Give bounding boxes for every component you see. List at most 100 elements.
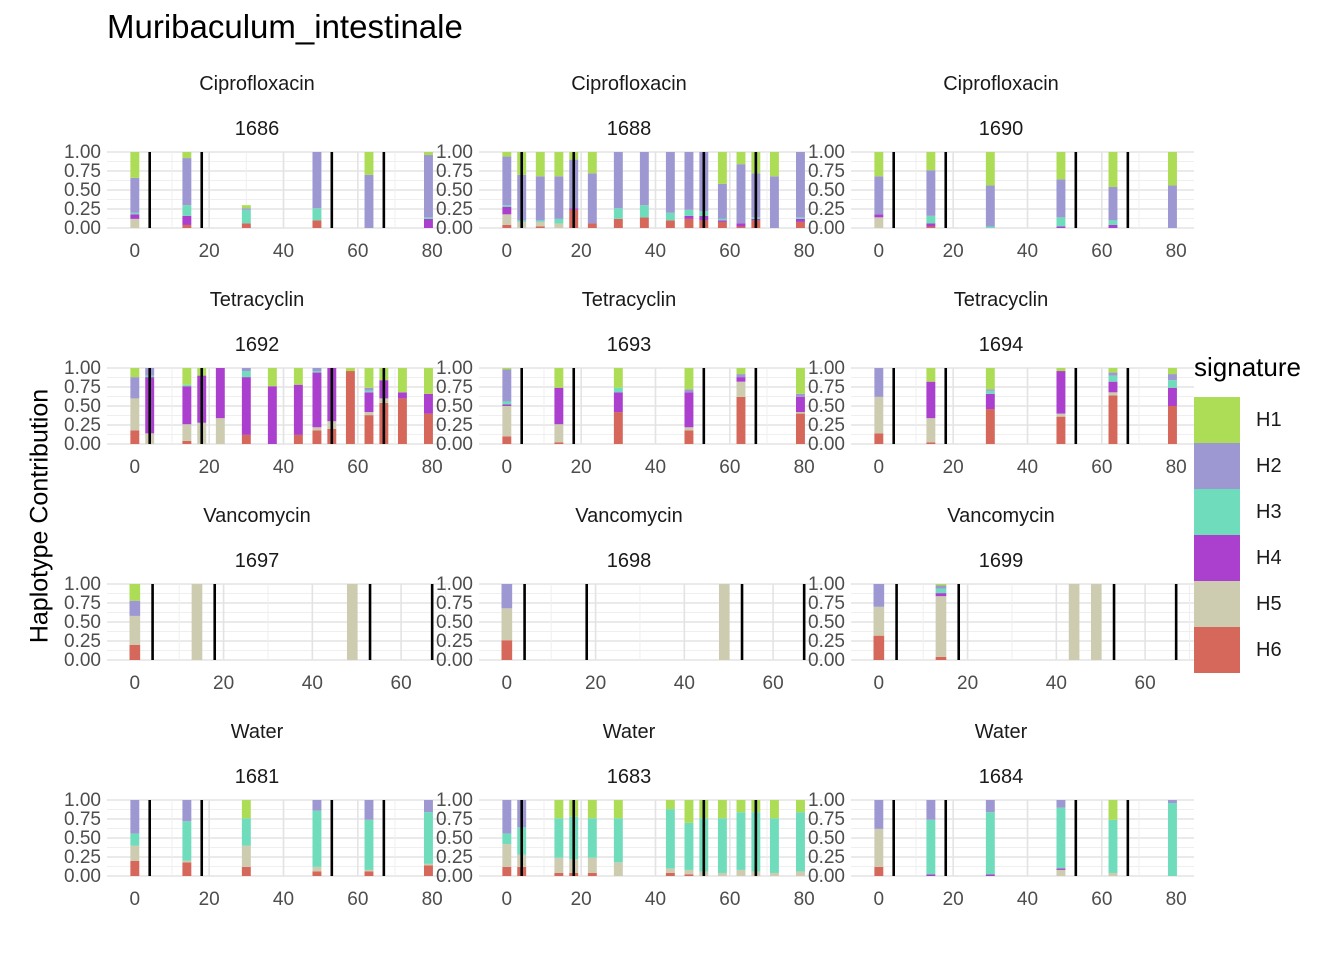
bar-segment-h4 [267,386,277,444]
bar-segment-h3 [926,819,936,875]
bar-segment-h4 [795,218,805,222]
bar-segment-h3 [535,220,545,222]
bar-segment-h6 [736,226,746,228]
y-tick-label: 1.00 [64,358,101,379]
bar-segment-h2 [613,152,623,209]
bar-segment-h1 [717,152,727,184]
bar-segment-h2 [717,183,727,219]
bar-segment-h2 [241,208,251,210]
bar-segment-h4 [926,223,936,227]
bar-segment-h4 [397,392,407,399]
bar-segment-h5 [935,596,947,657]
bar-segment-h1 [502,368,512,370]
bar-segment-h1 [182,152,192,159]
x-tick-label: 0 [130,889,141,910]
bar-segment-h3 [665,212,675,221]
bar-segment-h1 [769,800,779,819]
x-tick-label: 80 [794,889,815,910]
panel-plot: 0.000.250.500.751.00 0 20 40 60 80 [64,142,450,262]
bar-segment-h3 [795,812,805,872]
legend-items: H1 H2 H3 H4 H5 H6 [1194,397,1301,673]
panel-plot: 0.000.250.500.751.00 0 20 40 60 [436,574,822,694]
bar-segment-h6 [795,413,805,444]
bar-segment-h2 [736,374,746,378]
bar-segment-h6 [1056,416,1066,444]
bar-segment-h2 [769,176,779,228]
bar-segment-h5 [874,828,884,867]
panel-group-label: Vancomycin [203,505,311,527]
legend-key [1194,535,1240,581]
legend-key [1194,627,1240,673]
x-tick-label: 80 [422,241,443,262]
y-tick-label: 0.75 [64,593,101,614]
bar-segment-h1 [397,368,407,393]
y-tick-label: 0.25 [808,415,845,436]
legend-label: H5 [1256,592,1282,615]
bar-segment-h1 [1167,152,1177,186]
bar-segment-h5 [665,868,675,873]
panel-id-label: 1698 [606,550,652,572]
bar-segment-h1 [364,368,374,388]
bar-segment-h2 [1167,185,1177,228]
bar-segment-h6 [873,635,885,660]
bar-segment-h3 [736,812,746,870]
panel-plot: 0.000.250.500.751.00 0 20 40 60 80 [436,358,822,478]
bar-segment-h1 [769,152,779,177]
x-tick-label: 0 [502,889,513,910]
bar-segment-h6 [554,872,564,876]
bar-segment-h6 [129,644,141,660]
panel-group-label: Ciprofloxacin [943,73,1059,95]
bar-segment-h5 [364,869,374,872]
bar-segment-h5 [717,872,727,876]
bar-segment-h6 [554,442,564,444]
bar-segment-h5 [182,860,192,863]
panel-group-label: Tetracyclin [581,289,677,311]
bar-segment-h1 [985,368,995,390]
bar-segment-h3 [613,208,623,219]
bar-segment-h3 [1056,217,1066,227]
y-tick-label: 0.50 [436,396,473,417]
bar-segment-h1 [795,368,805,394]
bar-segment-h3 [364,819,374,870]
bar-segment-h5 [554,223,564,228]
x-tick-label: 80 [1166,241,1187,262]
bar-segment-h6 [926,442,936,444]
bar-segment-h6 [1167,406,1177,444]
bar-segment-h1 [364,152,374,175]
x-tick-label: 20 [571,241,592,262]
y-tick-label: 0.50 [64,180,101,201]
bar-segment-h5 [535,221,545,227]
bar-segment-h4 [502,206,512,215]
bar-segment-h3 [502,833,512,845]
y-tick-label: 0.75 [808,593,845,614]
y-tick-label: 0.00 [64,218,101,239]
bar-segment-h5 [501,608,513,641]
x-tick-label: 0 [502,457,513,478]
bar-segment-h5 [795,871,805,876]
bar-segment-h6 [795,221,805,228]
bar-segment-h1 [587,152,597,174]
bar-segment-h2 [129,600,141,616]
panel-group-label: Tetracyclin [209,289,305,311]
bar-segment-h1 [684,368,694,390]
bar-segment-h3 [554,818,564,858]
bar-segment-h4 [130,214,140,219]
legend-key [1194,397,1240,443]
y-tick-label: 0.50 [436,828,473,849]
bar-segment-h2 [684,389,694,393]
bar-segment-h6 [312,430,322,444]
y-tick-label: 0.00 [808,866,845,887]
bar-segment-h3 [241,818,251,846]
bar-segment-h6 [501,640,513,660]
bar-segment-h2 [502,800,512,834]
x-tick-label: 0 [874,889,885,910]
x-tick-label: 0 [130,673,141,694]
bar-segment-h6 [502,224,512,228]
bar-segment-h1 [182,368,192,385]
panel-group-label: Vancomycin [575,505,683,527]
y-tick-label: 0.75 [808,377,845,398]
bar-segment-h6 [874,866,884,876]
bar-segment-h4 [935,593,947,597]
bar-segment-h6 [241,223,251,228]
bar-segment-h4 [293,384,303,435]
